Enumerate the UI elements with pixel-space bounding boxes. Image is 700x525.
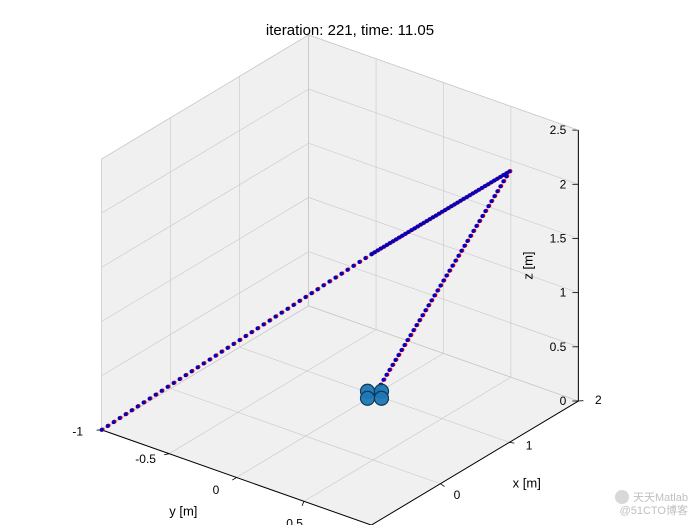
svg-text:1: 1 [560, 286, 567, 300]
watermark-line2: @51CTO博客 [620, 505, 688, 517]
svg-text:1: 1 [526, 439, 533, 453]
chart-title: iteration: 221, time: 11.05 [0, 22, 700, 39]
svg-text:-0.5: -0.5 [135, 452, 156, 466]
watermark-icon [615, 490, 629, 504]
svg-text:2: 2 [595, 393, 602, 407]
svg-text:-1: -1 [72, 424, 83, 438]
watermark: 天天Matlab @51CTO博客 [615, 490, 688, 520]
svg-text:1.5: 1.5 [550, 231, 567, 245]
svg-text:y [m]: y [m] [169, 503, 197, 518]
svg-text:0: 0 [454, 488, 461, 502]
svg-text:2: 2 [560, 177, 567, 191]
watermark-line1: 天天Matlab [633, 492, 688, 504]
svg-text:z [m]: z [m] [520, 251, 535, 279]
trajectory-3d-plot: -1012-1-0.500.5100.511.522.5x [m]y [m]z … [0, 0, 700, 525]
svg-text:0: 0 [213, 483, 220, 497]
svg-text:0.5: 0.5 [286, 516, 303, 525]
svg-text:0.5: 0.5 [550, 340, 567, 354]
svg-text:x [m]: x [m] [513, 475, 541, 490]
svg-text:0: 0 [560, 394, 567, 408]
